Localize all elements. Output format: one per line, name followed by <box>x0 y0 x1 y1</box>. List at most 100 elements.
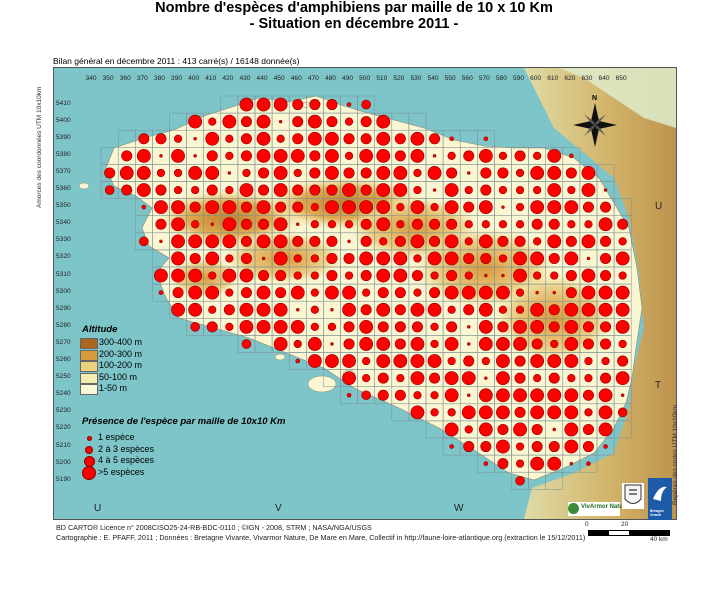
species-dot <box>154 200 168 215</box>
x-tick-label: 350 <box>102 75 114 82</box>
species-dot <box>359 337 374 351</box>
compass-north-label: N <box>592 95 597 102</box>
species-dot <box>292 116 304 128</box>
species-dot <box>258 167 270 179</box>
altitude-swatch <box>80 361 98 372</box>
species-dot <box>205 234 220 249</box>
species-dot <box>569 153 574 159</box>
species-dot <box>393 354 408 368</box>
x-tick-label: 530 <box>410 75 422 82</box>
species-dot <box>394 133 406 145</box>
species-dot <box>582 338 594 350</box>
species-dot <box>467 393 471 397</box>
species-dot <box>360 304 372 316</box>
species-dot <box>240 133 252 145</box>
species-dot <box>533 271 542 280</box>
species-dot <box>343 252 355 264</box>
species-dot <box>119 166 134 180</box>
mainland-east <box>524 68 676 519</box>
species-dot <box>136 183 151 197</box>
species-dot <box>256 234 271 249</box>
altitude-class-label: 1-50 m <box>99 383 128 393</box>
presence-class-label: 1 espèce <box>98 432 135 442</box>
species-dot <box>240 252 252 264</box>
species-dot <box>478 405 493 420</box>
x-tick-label: 630 <box>581 75 593 82</box>
species-dot <box>188 285 203 300</box>
species-dot <box>483 461 489 466</box>
y-tick-label: 5330 <box>56 236 71 244</box>
species-dot <box>598 285 613 300</box>
species-dot <box>446 321 458 333</box>
species-dot <box>344 117 354 126</box>
species-dot <box>343 321 355 333</box>
species-dot <box>598 405 613 420</box>
species-dot <box>360 133 372 145</box>
species-dot <box>362 288 371 297</box>
species-dot <box>208 305 217 314</box>
grid-cell <box>613 420 632 439</box>
species-dot <box>273 97 288 112</box>
species-dot <box>307 337 322 351</box>
species-dot <box>225 322 234 331</box>
species-dot <box>396 374 405 383</box>
species-dot <box>159 154 163 158</box>
species-dot <box>600 338 612 350</box>
species-dot <box>256 285 271 300</box>
species-dot <box>548 252 560 264</box>
species-dot <box>515 288 525 297</box>
species-dot <box>310 322 319 331</box>
species-dot <box>496 405 510 420</box>
species-dot <box>564 422 579 437</box>
species-dot <box>615 371 630 386</box>
species-dot <box>530 456 545 471</box>
x-tick-label: 430 <box>239 75 251 82</box>
species-dot <box>603 188 608 192</box>
species-dot <box>326 235 338 247</box>
y-tick-label: 5350 <box>56 202 71 210</box>
species-dot <box>514 406 526 418</box>
x-tick-label: 360 <box>119 75 131 82</box>
species-dot <box>449 444 454 449</box>
species-dot <box>343 338 355 350</box>
species-dot <box>600 270 612 282</box>
species-dot <box>273 166 288 180</box>
species-dot <box>171 268 185 283</box>
species-dot <box>501 205 505 209</box>
species-dot <box>190 322 200 332</box>
species-dot <box>515 459 525 468</box>
species-dot <box>463 355 475 367</box>
species-dot <box>461 371 476 386</box>
species-dot <box>171 302 185 317</box>
altitude-class-label: 200-300 m <box>99 348 143 359</box>
species-dot <box>552 290 556 295</box>
species-dot <box>136 148 151 163</box>
species-dot <box>478 285 493 300</box>
species-dot <box>293 271 302 280</box>
species-dot <box>293 254 302 263</box>
species-dot <box>344 151 354 160</box>
species-dot <box>327 220 337 229</box>
species-dot <box>347 239 351 244</box>
species-dot <box>432 154 437 158</box>
species-dot <box>564 439 579 454</box>
species-dot <box>191 220 200 229</box>
species-dot <box>429 235 441 247</box>
species-dot <box>225 254 234 263</box>
species-dot <box>171 148 185 163</box>
species-dot <box>376 200 391 215</box>
species-dot <box>275 270 287 282</box>
x-tick-label: 600 <box>530 75 542 82</box>
species-dot <box>360 116 372 128</box>
species-dot <box>514 372 526 384</box>
species-dot <box>584 220 593 229</box>
species-dot <box>173 134 183 143</box>
species-dot <box>461 405 476 420</box>
species-dot <box>410 234 425 249</box>
species-dot <box>586 461 591 466</box>
species-dot <box>410 371 425 386</box>
species-dot <box>567 374 576 383</box>
species-dot <box>446 218 458 230</box>
species-dot <box>411 270 423 282</box>
y-tick-label: 5260 <box>56 356 71 364</box>
